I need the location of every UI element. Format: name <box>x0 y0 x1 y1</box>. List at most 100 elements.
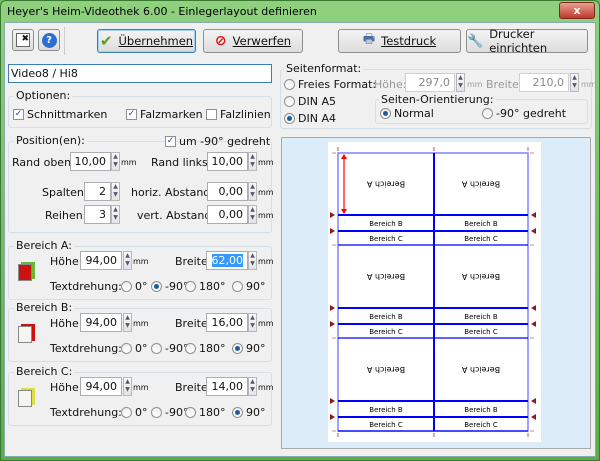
bereich-a-rot-rm90-radio[interactable] <box>151 281 162 292</box>
falzmarken-label: Falzmarken <box>140 108 203 121</box>
drucker-einrichten-button[interactable]: 🔧 Drucker einrichten <box>466 27 588 55</box>
bereich-b-breite-value: 16,00 <box>211 316 244 329</box>
rand-links-spinner[interactable]: ▲ ▼ <box>248 152 257 171</box>
seite-breite-input[interactable]: 210,0 <box>519 73 569 92</box>
bereich-a-rot-r180-radio[interactable] <box>185 281 196 292</box>
din-a5-radio[interactable] <box>284 96 295 107</box>
fold-mark-left <box>330 212 335 218</box>
reihen-spinner[interactable]: ▲ ▼ <box>111 205 120 224</box>
bereich-b-cover-icon <box>18 326 32 343</box>
schnittmarken-checkbox[interactable]: ✓ <box>13 109 24 120</box>
uebernehmen-button[interactable]: ✔ Übernehmen <box>97 29 196 53</box>
height-arrow-head-bottom <box>341 209 347 214</box>
rand-oben-input[interactable]: 10,00 <box>70 152 111 171</box>
vert-abstand-spinner[interactable]: ▲ ▼ <box>248 205 257 224</box>
bereich-a-rot-r0-radio[interactable] <box>121 281 132 292</box>
bereich-a-hoehe-spinner[interactable]: ▲ ▼ <box>123 251 132 270</box>
bereich-b-label: Bereich B: <box>14 301 75 314</box>
freies-format-radio[interactable] <box>284 79 295 90</box>
bereich-b-rot-r180-radio[interactable] <box>185 343 196 354</box>
rand-links-input[interactable]: 10,00 <box>207 152 248 171</box>
printer-icon: 🖶 <box>362 32 376 47</box>
reihen-input[interactable]: 3 <box>84 205 111 224</box>
bereich-a-rot-r90-radio[interactable] <box>232 281 243 292</box>
bereich-c-rot-r90-radio[interactable] <box>232 407 243 418</box>
bereich-a-breite-spinner[interactable]: ▲ ▼ <box>248 251 257 270</box>
unit-label: mm <box>133 319 149 328</box>
bereich-c-breite-spinner[interactable]: ▲ ▼ <box>248 377 257 396</box>
bereich-b-hoehe-spinner[interactable]: ▲ ▼ <box>123 313 132 332</box>
bereich-c-hoehe-spinner[interactable]: ▲ ▼ <box>123 377 132 396</box>
orient-gedreht-label: -90° gedreht <box>496 107 567 120</box>
bereich-b-text: Bereich B <box>369 406 403 414</box>
rand-oben-spinner[interactable]: ▲ ▼ <box>111 152 120 171</box>
testdruck-button[interactable]: 🖶 Testdruck <box>338 29 461 53</box>
seite-hoehe-input[interactable]: 297,0 <box>405 73 455 92</box>
window-title: Heyer's Heim-Videothek 6.00 - Einlegerla… <box>7 5 317 18</box>
bereich-c-hoehe-input[interactable]: 94,00 <box>80 377 122 396</box>
bereich-b-hoehe-input[interactable]: 94,00 <box>80 313 122 332</box>
vert-abstand-input[interactable]: 0,00 <box>207 205 248 224</box>
bereich-b-breite-input[interactable]: 16,00 <box>206 313 248 332</box>
unit-label: mm <box>258 383 274 392</box>
bereich-c-group <box>8 372 272 426</box>
bereich-c-text: Bereich C <box>464 235 498 243</box>
fold-mark-right <box>531 305 536 311</box>
bereich-b-text: Bereich B <box>369 220 403 228</box>
bereich-c-rot-r180-radio[interactable] <box>185 407 196 418</box>
close-button[interactable]: x <box>559 2 595 19</box>
bereich-a-text: Bereich A <box>366 180 405 189</box>
rot-label: 0° <box>135 342 148 355</box>
bereich-b-rot-r90-radio[interactable] <box>232 343 243 354</box>
fold-mark-left <box>330 414 335 420</box>
help-icon: ? <box>41 32 57 48</box>
bereich-c-rot-rm90-radio[interactable] <box>151 407 162 418</box>
bereich-c-rot-r0-radio[interactable] <box>121 407 132 418</box>
help-button[interactable]: ? <box>38 29 60 51</box>
rot-label: -90° <box>165 280 189 293</box>
seitenformat-label: Seitenformat: <box>284 62 364 75</box>
position-label: Position(en): <box>14 134 87 147</box>
rot-label: 90° <box>246 406 266 419</box>
bereich-a-text: Bereich A <box>461 180 500 189</box>
fold-mark-left <box>330 398 335 404</box>
bereich-c-cover-icon <box>18 390 32 407</box>
spalten-spinner[interactable]: ▲ ▼ <box>111 182 120 201</box>
verwerfen-button[interactable]: ⊘ Verwerfen <box>203 29 303 53</box>
rot-label: 180° <box>199 280 226 293</box>
layout-name-input[interactable]: Video8 / Hi8 <box>8 64 272 83</box>
seite-breite-spinner[interactable]: ▲ ▼ <box>570 73 579 92</box>
din-a4-radio[interactable] <box>284 113 295 124</box>
bereich-b-rot-rm90-radio[interactable] <box>151 343 162 354</box>
falzmarken-checkbox[interactable]: ✓ <box>126 109 137 120</box>
breite-label: Breite: <box>175 381 212 394</box>
schnittmarken-label: Schnittmarken <box>27 108 108 121</box>
reihen-label: Reihen: <box>45 209 87 222</box>
horiz-abstand-spinner[interactable]: ▲ ▼ <box>248 182 257 201</box>
bereich-a-hoehe-input[interactable]: 94,00 <box>80 251 122 270</box>
bereich-b-breite-spinner[interactable]: ▲ ▼ <box>248 313 257 332</box>
bereich-c-text: Bereich C <box>464 328 498 336</box>
horiz-abstand-input[interactable]: 0,00 <box>207 182 248 201</box>
seite-hoehe-label: Höhe: <box>374 78 407 91</box>
bereich-a-text: Bereich A <box>461 272 500 281</box>
gedreht-checkbox[interactable]: ✓ <box>165 136 176 147</box>
bereich-b-rot-r0-radio[interactable] <box>121 343 132 354</box>
falzlinien-checkbox[interactable] <box>206 109 217 120</box>
breite-label: Breite: <box>175 317 212 330</box>
unit-label: mm <box>258 319 274 328</box>
orientierung-label: Seiten-Orientierung: <box>379 93 496 106</box>
unit-label: mm <box>133 257 149 266</box>
bereich-a-breite-input[interactable]: 62,00 <box>206 251 248 270</box>
fold-mark-right <box>531 398 536 404</box>
bereich-a-text: Bereich A <box>461 365 500 374</box>
window-close-icon: ✖ <box>16 33 30 47</box>
seite-hoehe-spinner[interactable]: ▲ ▼ <box>456 73 465 92</box>
bereich-c-breite-input[interactable]: 14,00 <box>206 377 248 396</box>
orient-gedreht-radio[interactable] <box>482 108 493 119</box>
fold-mark-left <box>330 305 335 311</box>
rot-label: 0° <box>135 280 148 293</box>
close-layout-button[interactable]: ✖ <box>12 29 34 51</box>
orient-normal-radio[interactable] <box>380 108 391 119</box>
spalten-input[interactable]: 2 <box>84 182 111 201</box>
